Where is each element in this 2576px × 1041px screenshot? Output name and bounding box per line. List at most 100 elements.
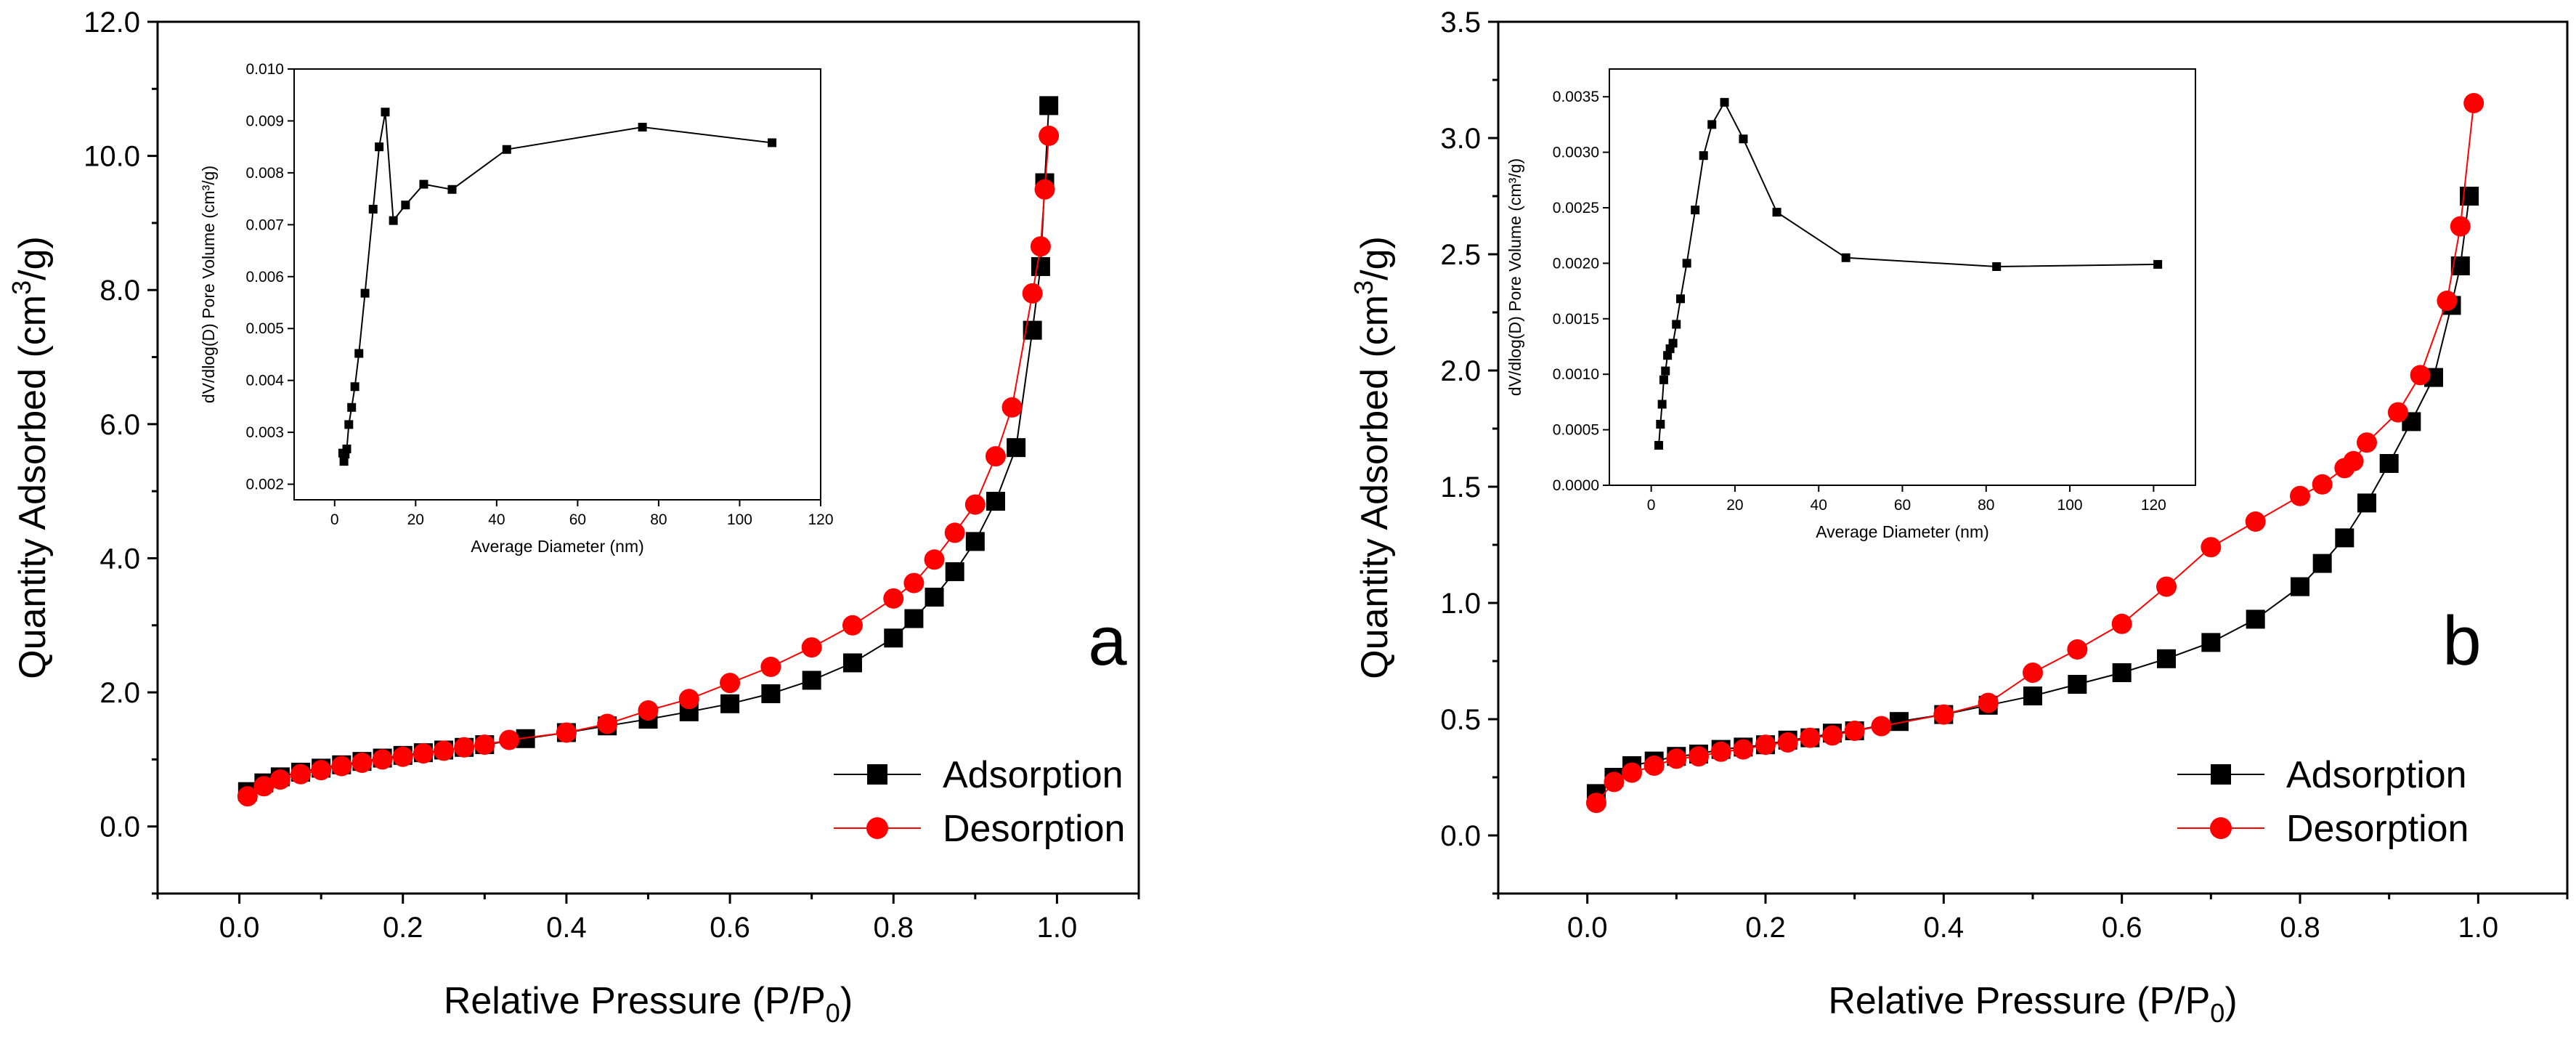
inset-x-axis-label: Average Diameter (nm): [1816, 522, 1989, 541]
x-axis-label-end: ): [840, 980, 853, 1022]
adsorption-point: [925, 588, 944, 607]
x-axis-label-subscript: 0: [2210, 998, 2224, 1028]
adsorption-point: [965, 532, 985, 551]
y-tick-label: 8.0: [99, 275, 140, 307]
y-tick-label: 12.0: [84, 7, 140, 39]
desorption-point: [434, 740, 455, 761]
inset-point: [344, 420, 354, 429]
desorption-point: [2357, 432, 2377, 453]
desorption-point: [2387, 402, 2408, 423]
inset-x-tick-label: 0: [330, 511, 339, 528]
y-axis-label-superscript: 3: [7, 280, 36, 295]
desorption-point: [1039, 125, 1060, 146]
legend: Adsorption Desorption: [834, 754, 1125, 850]
inset-y-tick-label: 0.0030: [1553, 145, 1599, 161]
legend-marker-circle: [2210, 817, 2232, 839]
inset-y-tick-label: 0.0025: [1553, 200, 1599, 216]
adsorption-point: [2112, 663, 2132, 682]
y-tick-label: 6.0: [99, 409, 140, 441]
desorption-point: [903, 572, 925, 594]
desorption-point: [1978, 692, 1999, 713]
inset-y-tick-label: 0.0000: [1553, 477, 1599, 494]
adsorption-point: [884, 628, 903, 648]
desorption-point: [2067, 639, 2088, 660]
y-tick-label: 1.5: [1440, 471, 1481, 503]
inset-x-tick-label: 40: [488, 511, 505, 528]
inset-point: [419, 179, 428, 189]
adsorption-point: [904, 609, 924, 628]
y-axis-label-end: /g): [1354, 236, 1396, 280]
inset-y-tick-label: 0.009: [245, 113, 284, 129]
inset-y-tick-label: 0.0010: [1553, 366, 1599, 383]
desorption-point: [985, 446, 1006, 467]
desorption-point: [883, 588, 904, 609]
panel-letter: a: [1088, 602, 1127, 680]
legend-label: Adsorption: [2286, 754, 2467, 796]
inset-x-tick-label: 80: [650, 511, 667, 528]
desorption-point: [1755, 734, 1776, 756]
adsorption-point: [1031, 256, 1050, 276]
legend: Adsorption Desorption: [2177, 754, 2469, 850]
inset-point: [354, 349, 364, 358]
inset-point: [1772, 208, 1781, 217]
panel-b: 0.0 0.2 0.4 0.6 0.8 1.0 0.0 0.5 1.0 1.5 2.0 2.5 3.0 3…: [1349, 7, 2569, 1028]
inset-point: [768, 138, 777, 147]
y-axis-label-superscript: 3: [1349, 280, 1378, 295]
x-tick-label: 1.0: [2458, 912, 2499, 944]
desorption-point: [760, 657, 781, 677]
desorption-point: [1800, 727, 1821, 748]
inset-chart: 0 20 40 60 80 100 120 0.0000 0.0005 0.0010 0.0015 0…: [1506, 68, 2196, 541]
y-tick-label: 4.0: [99, 543, 140, 575]
panel-letter: b: [2442, 602, 2481, 680]
y-tick-label: 10.0: [84, 141, 140, 173]
inset-point: [381, 108, 390, 117]
inset-point: [1657, 400, 1667, 409]
desorption-point: [331, 756, 352, 777]
desorption-point: [392, 746, 413, 767]
inset-x-tick-label: 100: [727, 511, 752, 528]
inset-point: [1691, 206, 1700, 215]
inset-chart: 0 20 40 60 80 100 120 0.002 0.003 0.004 0.005 0.006…: [199, 61, 834, 556]
inset-y-tick-label: 0.0020: [1553, 255, 1599, 272]
inset-point: [1656, 419, 1665, 429]
x-tick-label: 0.2: [1745, 912, 1786, 944]
inset-point: [360, 288, 370, 298]
desorption-point: [1666, 748, 1687, 769]
inset-frame: [293, 68, 821, 501]
x-tick-label: 0.6: [2102, 912, 2142, 944]
inset-y-tick-label: 0.007: [245, 216, 284, 233]
inset-x-axis-label: Average Diameter (nm): [471, 537, 644, 556]
desorption-point: [290, 763, 312, 785]
desorption-point: [237, 786, 258, 807]
inset-y-tick-label: 0.010: [245, 61, 284, 78]
x-axis-label-end: ): [2224, 980, 2237, 1022]
x-tick-label: 0.8: [2280, 912, 2320, 944]
inset-point: [1668, 339, 1678, 348]
desorption-point: [964, 494, 986, 515]
desorption-point: [1689, 746, 1709, 767]
legend-label: Desorption: [2286, 808, 2469, 850]
inset-point: [350, 382, 359, 392]
inset-point: [638, 123, 647, 132]
inset-y-tick-label: 0.004: [245, 373, 284, 389]
desorption-point: [944, 522, 965, 543]
desorption-point: [1034, 179, 1055, 200]
inset-point: [401, 200, 410, 210]
inset-x-tick-label: 0: [1647, 497, 1656, 514]
inset-y-tick-label: 0.003: [245, 424, 284, 441]
inset-point: [1699, 151, 1708, 161]
desorption-point: [372, 749, 393, 770]
inset-x-tick-label: 100: [2057, 497, 2083, 514]
inset-point: [1661, 366, 1670, 376]
desorption-point: [2343, 450, 2364, 471]
desorption-point: [2463, 93, 2484, 113]
y-tick-label: 2.5: [1440, 239, 1481, 271]
inset-point: [447, 185, 457, 194]
desorption-point: [720, 673, 741, 694]
desorption-point: [311, 760, 332, 781]
inset-point: [1739, 134, 1748, 144]
x-axis-label-main: Relative Pressure (P/P: [1828, 980, 2210, 1022]
inset-x-tick-label: 60: [569, 511, 586, 528]
legend-label: Desorption: [943, 808, 1125, 850]
desorption-point: [2437, 291, 2458, 311]
